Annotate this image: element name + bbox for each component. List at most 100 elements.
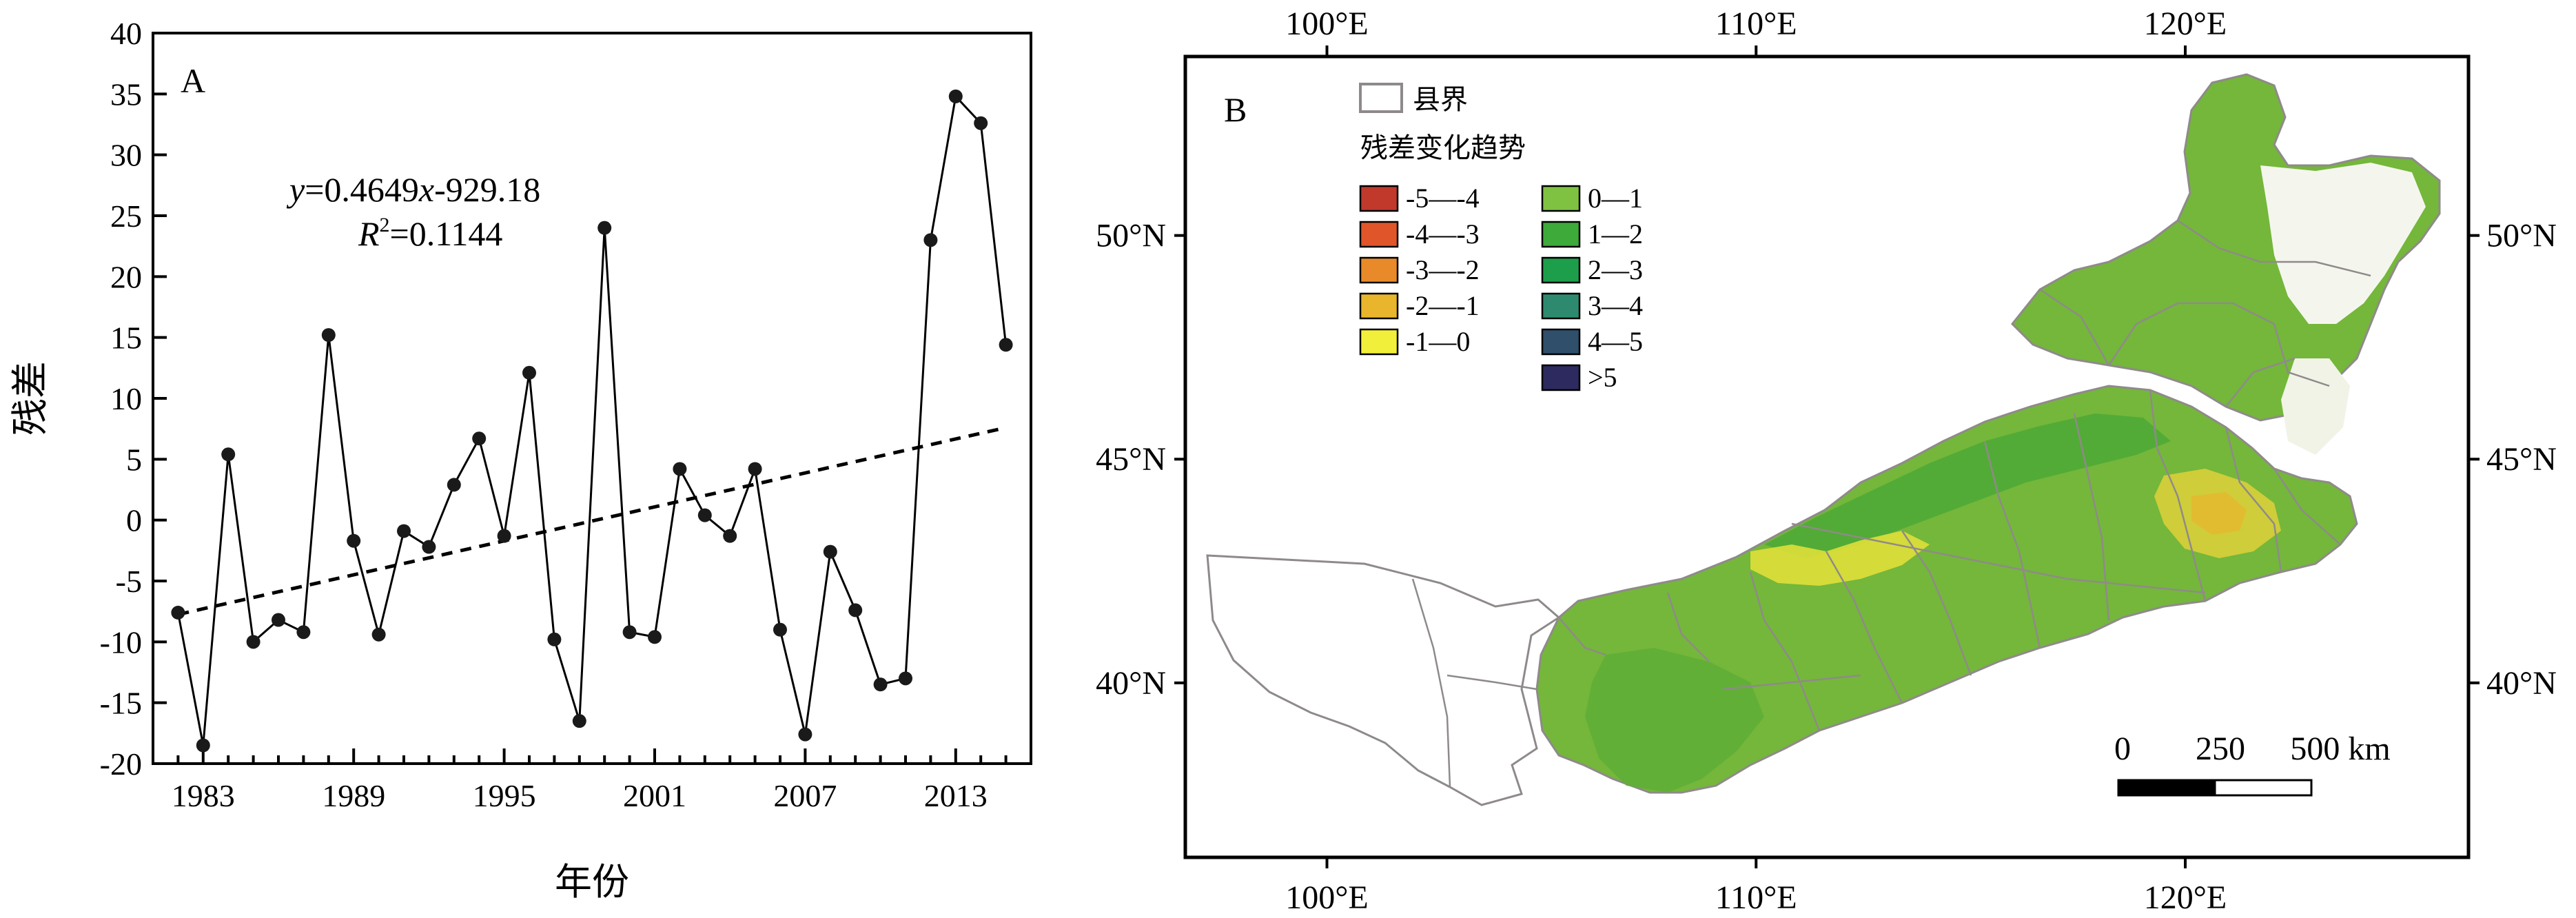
data-point xyxy=(999,338,1013,352)
lon-label-bottom: 120°E xyxy=(2144,879,2227,916)
data-point xyxy=(899,671,912,686)
trend-line xyxy=(177,426,1007,616)
data-point xyxy=(923,233,938,247)
data-point xyxy=(974,116,988,130)
y-tick-label: 40 xyxy=(110,16,142,51)
r-squared: R2=0.1144 xyxy=(358,214,502,253)
scale-bar-black-segment xyxy=(2117,779,2216,797)
region-ordos xyxy=(1585,648,1764,793)
y-tick-label: -20 xyxy=(100,746,142,782)
x-tick-label: 1995 xyxy=(473,778,536,813)
scale-bar-label-250: 250 xyxy=(2196,731,2245,767)
lon-label-bottom: 110°E xyxy=(1715,879,1797,916)
panel-label-b: B xyxy=(1224,90,1247,129)
y-tick-label: 0 xyxy=(126,503,142,538)
map-frame xyxy=(1183,54,2471,859)
y-tick-label: 20 xyxy=(110,259,142,294)
y-tick-label: 25 xyxy=(110,198,142,234)
y-tick-label: 30 xyxy=(110,138,142,173)
data-point xyxy=(371,627,386,642)
legend-entry-label: -4—-3 xyxy=(1406,218,1480,249)
data-point xyxy=(171,605,185,620)
legend-entry-label: -5—-4 xyxy=(1406,183,1480,214)
x-tick-label: 1983 xyxy=(172,778,235,813)
regression-equation: y=0.4649x-929.18 xyxy=(286,170,540,209)
lon-label-bottom: 100°E xyxy=(1285,879,1369,916)
lon-label-top: 120°E xyxy=(2144,6,2227,42)
legend-entry-label: -1—0 xyxy=(1406,326,1470,357)
legend-swatch xyxy=(1541,256,1581,284)
data-point xyxy=(321,328,336,343)
region-dark-green-band xyxy=(1764,414,2171,558)
region-orange-east xyxy=(2191,492,2247,535)
data-point xyxy=(522,365,536,380)
lat-label-right: 40°N xyxy=(2486,665,2557,702)
lat-label-right: 50°N xyxy=(2486,218,2557,254)
data-point xyxy=(597,221,612,235)
legend-entry-label: -2—-1 xyxy=(1406,290,1480,321)
region-northeast xyxy=(2010,73,2441,422)
x-axis-ticks: 1983 1989 1995 2001 2007 2013 xyxy=(172,748,1008,813)
lat-label-left: 45°N xyxy=(1096,441,1166,478)
y-tick-label: 15 xyxy=(110,320,142,356)
data-point xyxy=(798,727,812,742)
data-point xyxy=(748,462,762,476)
region-east-white xyxy=(2281,358,2350,455)
data-point xyxy=(272,613,285,627)
legend-entry-label: 4—5 xyxy=(1588,326,1643,357)
panel-a-line-chart: -20 -15 -10 -5 0 5 10 15 20 25 30 35 40 1983 1989 1995… xyxy=(10,16,1032,903)
county-boundaries xyxy=(1411,219,2371,788)
map-graticule-labels: 100°E 100°E 110°E 110°E 120°E 120°E 40°N 40°N 45… xyxy=(1096,6,2557,916)
legend-boundary-swatch xyxy=(1359,83,1403,113)
legend-swatch xyxy=(1541,185,1581,212)
y-tick-label: -15 xyxy=(100,686,142,721)
data-point xyxy=(221,447,236,462)
x-axis-title: 年份 xyxy=(555,861,629,903)
legend-entry-label: 2—3 xyxy=(1588,254,1643,285)
data-point xyxy=(622,625,637,640)
y-tick-label: -10 xyxy=(100,624,142,660)
lon-label-top: 100°E xyxy=(1285,6,1369,42)
region-west-outline xyxy=(1206,554,1561,806)
data-point xyxy=(648,630,662,644)
region-northeast-white xyxy=(2260,163,2426,324)
data-point xyxy=(823,544,837,559)
scale-bar-label-0: 0 xyxy=(2114,731,2131,767)
data-point xyxy=(572,714,586,728)
scale-bar: 0 250 500 km xyxy=(2114,731,2391,797)
data-point xyxy=(673,462,687,476)
legend-entry-label: 0—1 xyxy=(1588,183,1643,214)
legend-swatch xyxy=(1359,256,1399,284)
y-tick-label: 10 xyxy=(110,381,142,416)
data-point xyxy=(447,478,461,492)
lat-label-left: 50°N xyxy=(1096,218,1166,254)
x-tick-label: 1989 xyxy=(322,778,385,813)
scale-bar-white-segment xyxy=(2214,779,2313,797)
legend-swatch xyxy=(1359,221,1399,248)
data-point xyxy=(397,524,411,538)
x-tick-label: 2007 xyxy=(773,778,837,813)
data-point xyxy=(347,533,361,548)
data-point xyxy=(422,540,436,554)
data-point xyxy=(848,603,863,618)
series-points xyxy=(171,89,1013,753)
lon-label-top: 110°E xyxy=(1715,6,1797,42)
legend-entry-label: 1—2 xyxy=(1588,218,1643,249)
data-point xyxy=(547,632,562,646)
y-tick-label: 35 xyxy=(110,76,142,112)
legend-swatch xyxy=(1359,328,1399,356)
legend-swatch xyxy=(1541,364,1581,391)
data-point xyxy=(472,431,487,446)
data-point xyxy=(196,738,210,753)
data-point xyxy=(773,622,787,637)
data-point xyxy=(948,89,963,103)
legend-swatch xyxy=(1541,292,1581,320)
data-point xyxy=(697,508,712,522)
scale-bar-label-500: 500 km xyxy=(2290,731,2390,767)
data-point xyxy=(246,635,260,649)
y-axis-ticks: -20 -15 -10 -5 0 5 10 15 20 25 30 35 40 xyxy=(100,16,167,782)
x-tick-label: 2001 xyxy=(623,778,686,813)
legend-entry-label: >5 xyxy=(1588,362,1617,393)
data-point xyxy=(723,529,737,543)
